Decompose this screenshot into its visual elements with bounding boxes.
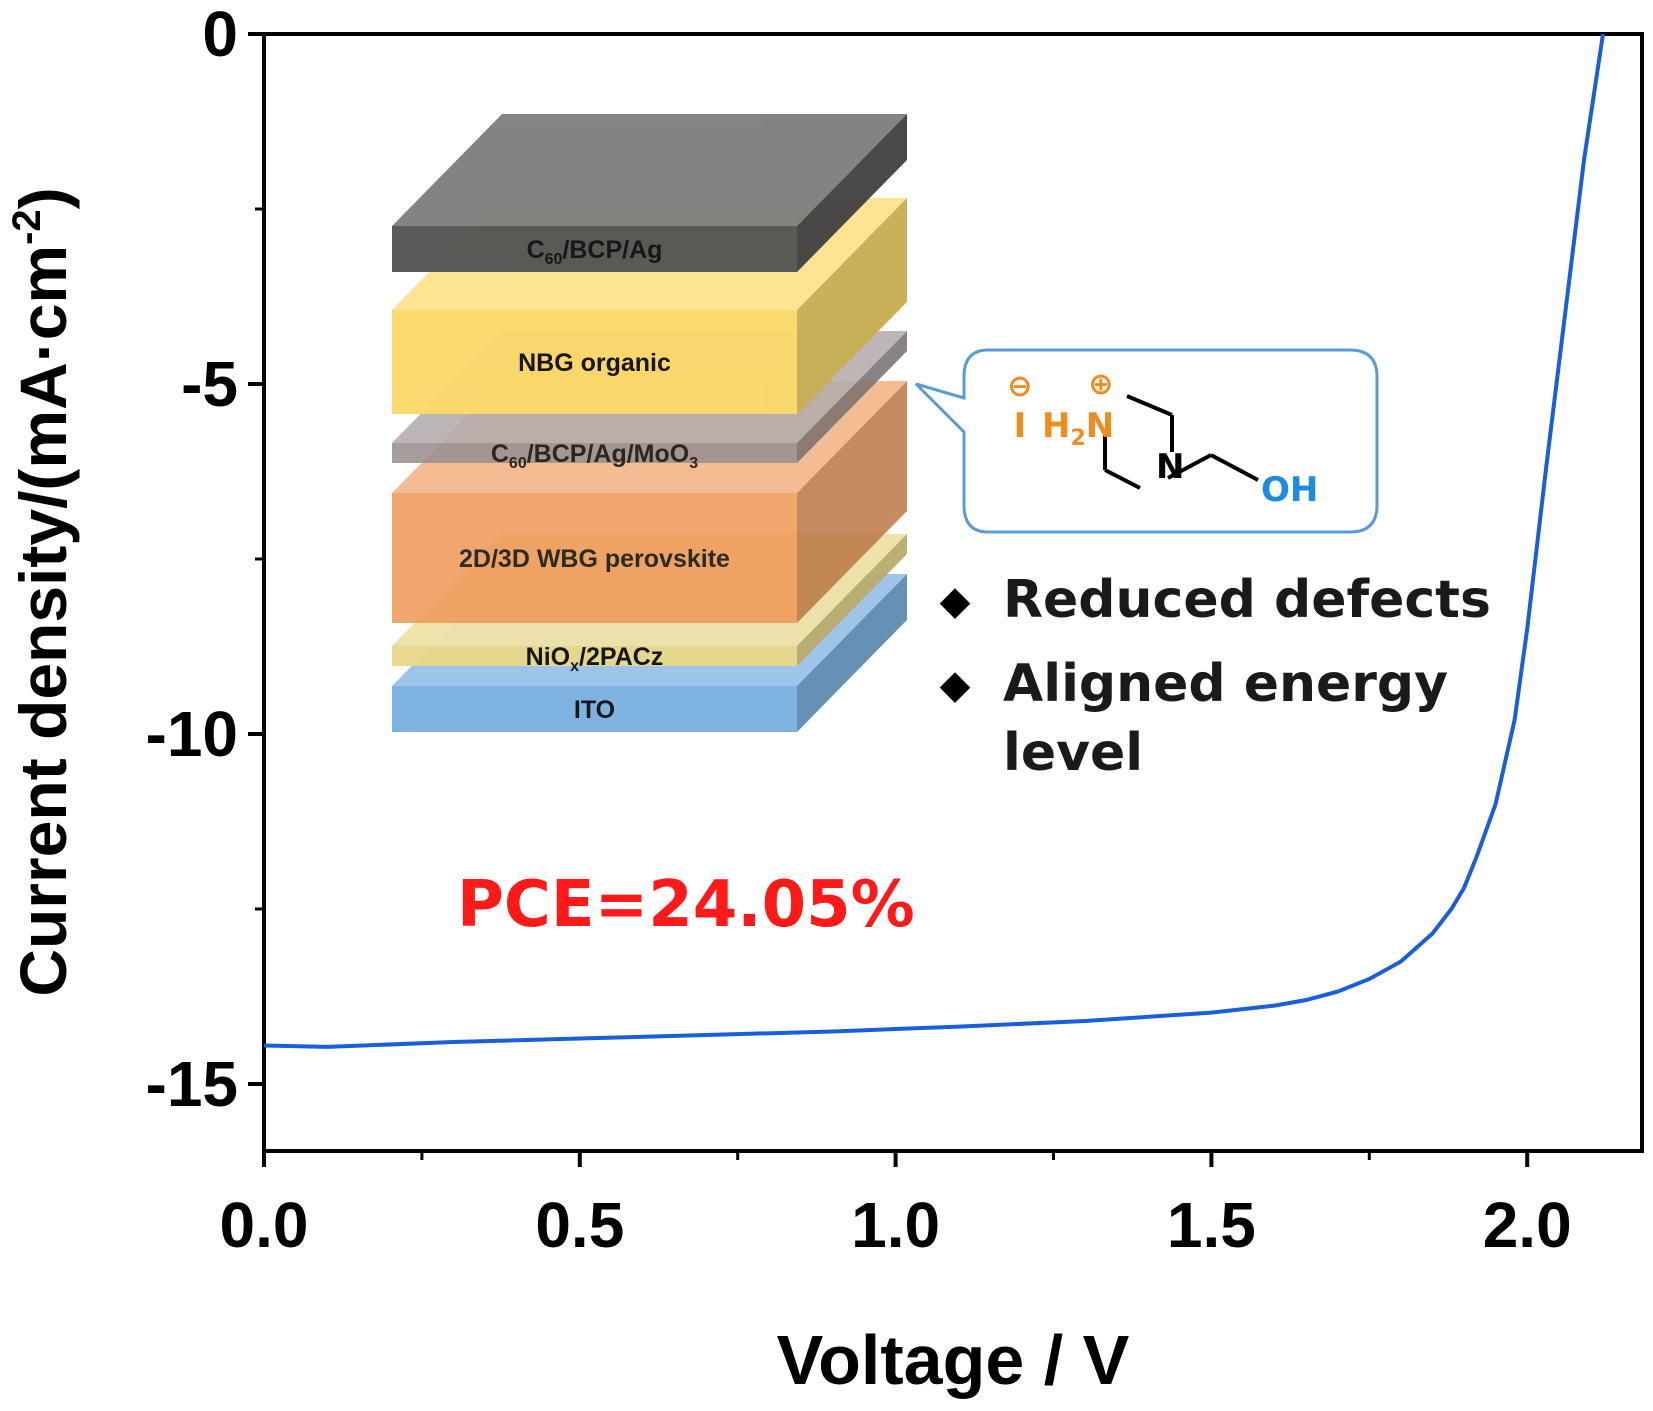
bullet-aligned-energy: Aligned energy [1003,654,1448,714]
plot-frame [262,32,1644,1153]
minus-charge-icon: ⊖ [1007,369,1032,404]
y-tick-label-3: -15 [146,1048,239,1120]
ammonium-label: H2N [1042,406,1114,451]
layer-ito-label: ITO [574,696,615,724]
y-axis-label-sup: -2 [5,209,49,245]
pce-annotation: PCE=24.05% [457,868,915,942]
y-tick-label-0: 0 [202,0,238,70]
amine-n-label: N [1156,447,1184,487]
feature-bullets: ◆ Reduced defects ◆ Aligned energy level [940,570,1491,783]
layer-top-electrode-label: C60/BCP/Ag [527,236,663,268]
x-axis-label: Voltage / V [777,1321,1130,1399]
tick-labels: 0.0 0.5 1.0 1.5 2.0 0 -5 -10 -15 [146,0,1572,1261]
layer-interconnect-label: C60/BCP/Ag/MoO3 [491,440,698,472]
layer-nbg-organic-front-face [392,310,797,414]
piperazine-ring [1103,394,1259,490]
layer-ito-front-face [392,686,797,732]
layer-top-electrode: C60/BCP/Ag [392,114,907,272]
bullet-level: level [1003,723,1143,783]
x-tick-label-2: 1.0 [851,1189,940,1261]
molecule-callout: ⊖ ⊕ I H2N N OH [914,348,1379,534]
callout-bubble [914,348,1379,534]
y-axis-label-main: Current density/(mA·cm [6,245,80,997]
layer-hole-transport-label: NiOx/2PACz [526,643,664,675]
layer-interconnect-side-face [797,331,907,463]
y-axis-label: Current density/(mA·cm-2) [5,187,80,996]
device-stack-diagram: ITO NiOx/2PACz 2D/3D WBG perovskite C60/BCP… [392,114,907,732]
bullet-marker-2: ◆ [940,662,971,708]
iodide-label: I [1014,406,1027,446]
hydroxyl-label: OH [1261,470,1318,510]
y-tick-label-1: -5 [181,348,238,420]
layer-wbg-perovskite-front-face [392,493,797,623]
bullet-reduced-defects: Reduced defects [1003,570,1491,630]
x-tick-label-0: 0.0 [220,1189,309,1261]
layer-ito-side-face [797,574,907,732]
y-axis-label-close: ) [6,187,80,209]
x-tick-label-1: 0.5 [535,1189,624,1261]
plus-charge-icon: ⊕ [1088,367,1113,402]
x-tick-label-3: 1.5 [1167,1189,1256,1261]
x-tick-label-4: 2.0 [1483,1189,1572,1261]
layer-wbg-perovskite-label: 2D/3D WBG perovskite [459,545,730,573]
layer-top-electrode-side-face [797,114,907,272]
layer-interconnect-front-face [392,443,797,463]
layer-wbg-perovskite-side-face [797,381,907,623]
bullet-marker-1: ◆ [940,578,971,624]
layer-top-electrode-top-face [392,114,907,226]
layer-nbg-organic-label: NBG organic [518,349,671,377]
layer-nbg-organic-side-face [797,198,907,414]
jv-curve-line [263,33,1605,1049]
layer-hole-transport-front-face [392,646,797,666]
axis-ticks [248,32,1530,1167]
y-tick-label-2: -10 [146,698,239,770]
layer-top-electrode-front-face [392,226,797,272]
layer-hole-transport-side-face [797,534,907,666]
